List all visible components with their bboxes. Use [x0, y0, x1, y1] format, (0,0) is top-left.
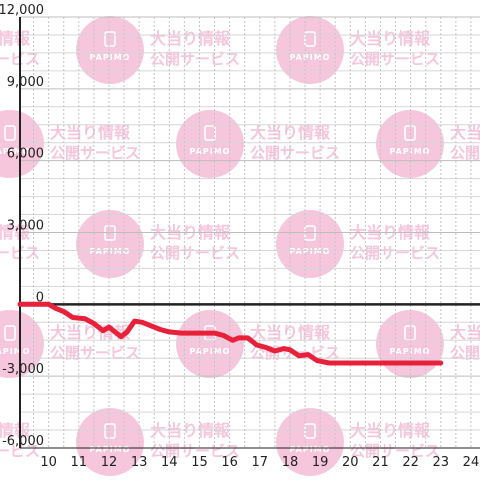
y-tick-label: 0: [36, 290, 44, 305]
watermark-circle: [276, 408, 344, 476]
y-tick-label: 12,000: [0, 3, 44, 18]
x-tick-label: 15: [191, 455, 208, 470]
watermark-subline: 公開サービス: [350, 442, 440, 460]
watermark-headline: 大当り情報: [50, 123, 131, 142]
x-tick-label: 17: [252, 455, 269, 470]
x-tick-label: 21: [372, 455, 389, 470]
x-tick-label: 11: [71, 455, 88, 470]
grid-layer: [20, 16, 480, 449]
y-tick-label: 6,000: [7, 147, 44, 162]
x-tick-label: 23: [433, 455, 450, 470]
axis-layer: [19, 17, 480, 449]
watermark-headline: 大当り情報: [450, 123, 480, 142]
watermark-headline: 大当り情報: [250, 323, 331, 342]
x-tick-label: 10: [40, 455, 57, 470]
watermark-brand: PAPIMO: [0, 147, 30, 156]
watermark-subline: 公開サービス: [350, 50, 440, 68]
watermark-brand: PAPIMO: [390, 147, 431, 156]
watermark-subline: 公開サービス: [150, 244, 240, 262]
x-tick-label: 19: [312, 455, 329, 470]
watermark-subline: 公開サービス: [50, 144, 140, 162]
series-line: [17, 301, 444, 366]
watermark-circle: [76, 210, 144, 278]
tick-label-layer: -6,000 -3,000 0 3,000 6,000 9,000 12,000 10 11 12…: [0, 3, 479, 470]
y-tick-label: -3,000: [2, 362, 44, 377]
watermark-brand: PAPIMO: [90, 445, 131, 454]
watermark-circle: [376, 110, 444, 178]
watermark-headline: 大当り情報: [0, 421, 31, 440]
phone-icon: [104, 31, 116, 47]
phone-icon: [104, 423, 116, 439]
watermark-circle: [0, 110, 44, 178]
watermark-headline: 大当り情報: [350, 29, 431, 48]
x-tick-label: 22: [402, 455, 419, 470]
x-tick-label: 14: [161, 455, 178, 470]
watermark-subline: 公開サービス: [150, 442, 240, 460]
watermark-headline: 大当り情報: [250, 123, 331, 142]
y-tick-label: 9,000: [7, 75, 44, 90]
watermark-brand: PAPIMO: [290, 247, 331, 256]
x-tick-label: 24: [463, 455, 480, 470]
watermark-subline: 公開サービス: [250, 144, 340, 162]
watermark-brand: PAPIMO: [190, 347, 231, 356]
x-tick-label: 20: [342, 455, 359, 470]
watermark-subline: 公開サービス: [0, 442, 40, 460]
watermark-subline: 公開サービス: [50, 344, 140, 362]
phone-icon: [4, 125, 16, 141]
watermark-brand: PAPIMO: [390, 347, 431, 356]
x-tick-label: 13: [131, 455, 148, 470]
watermark-brand: PAPIMO: [90, 53, 131, 62]
watermark-subline: 公開サービス: [450, 344, 480, 362]
watermark-circle: [276, 16, 344, 84]
y-tick-label: -6,000: [2, 434, 44, 449]
watermark-circle: [376, 310, 444, 378]
watermark-headline: 大当り情報: [0, 223, 31, 242]
watermark-brand: PAPIMO: [90, 247, 131, 256]
watermark-headline: 大当り情報: [0, 29, 31, 48]
watermark-brand: PAPIMO: [290, 53, 331, 62]
watermark-brand: PAPIMO: [0, 347, 30, 356]
watermark-circle: [276, 210, 344, 278]
watermark-circle: [176, 110, 244, 178]
x-tick-label: 16: [221, 455, 238, 470]
watermark-brand: PAPIMO: [190, 147, 231, 156]
watermark-circle: [176, 310, 244, 378]
watermark-subline: 公開サービス: [150, 50, 240, 68]
watermark-subline: 公開サービス: [450, 144, 480, 162]
x-tick-label: 12: [101, 455, 118, 470]
watermark-circle: [0, 310, 44, 378]
y-tick-label: 3,000: [7, 219, 44, 234]
watermark-circle: [76, 16, 144, 84]
watermark-subline: 公開サービス: [350, 244, 440, 262]
series-layer: [17, 301, 444, 366]
phone-icon: [404, 125, 416, 141]
watermark-headline: 大当り情報: [150, 29, 231, 48]
x-tick-label: 18: [282, 455, 299, 470]
watermark-headline: 大当り情報: [450, 323, 480, 342]
phone-icon: [304, 423, 316, 439]
watermark-circle: [76, 408, 144, 476]
watermark-brand: PAPIMO: [290, 445, 331, 454]
phone-icon: [4, 325, 16, 341]
